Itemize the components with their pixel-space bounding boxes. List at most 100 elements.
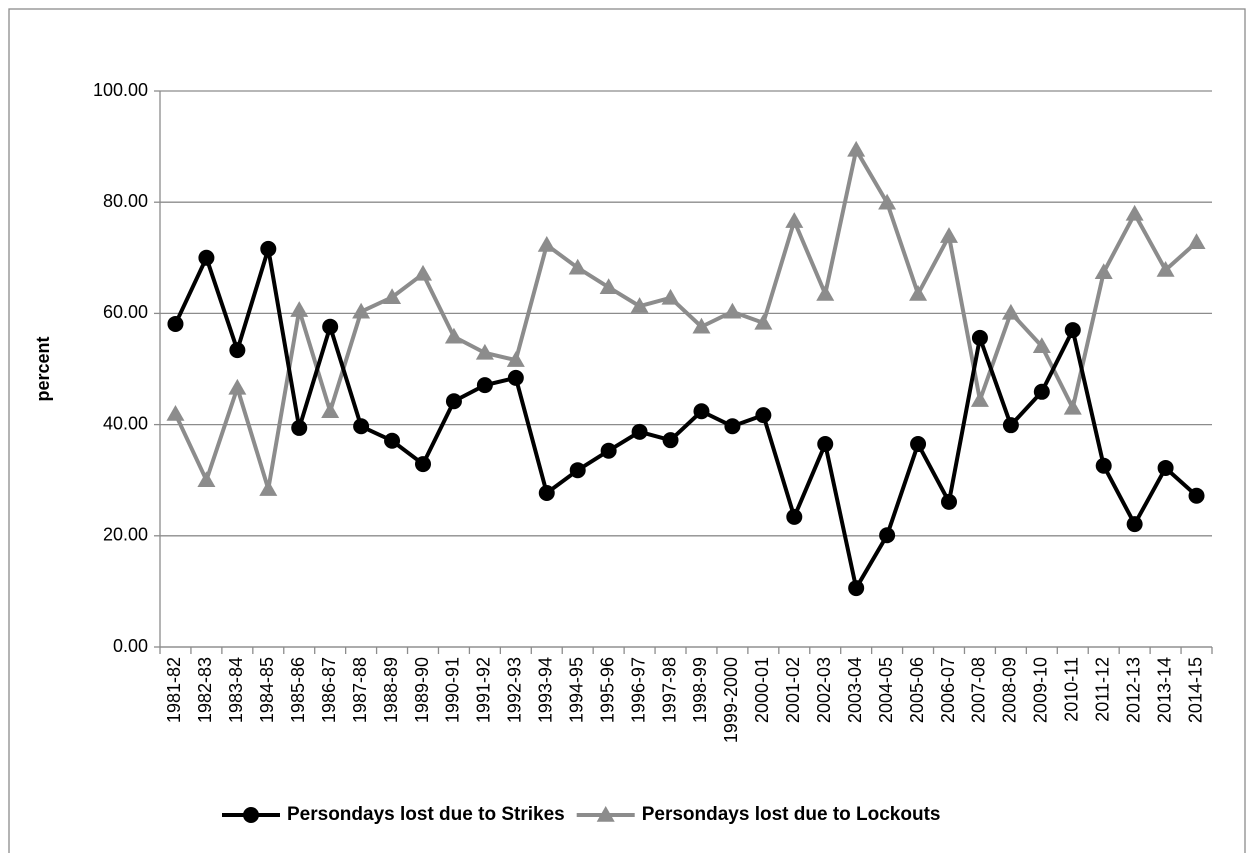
y-tick-label: 0.00	[113, 636, 148, 656]
marker	[260, 240, 277, 257]
marker	[599, 278, 618, 295]
marker	[940, 227, 958, 243]
marker	[1156, 261, 1175, 277]
y-tick-label: 40.00	[103, 413, 148, 433]
marker	[1033, 383, 1050, 400]
x-tick-label: 2008-09	[1000, 657, 1020, 723]
marker	[1001, 303, 1020, 320]
marker	[1126, 516, 1143, 533]
marker	[596, 806, 615, 822]
marker	[970, 391, 989, 407]
x-tick-label: 2009-10	[1031, 657, 1051, 723]
x-tick-label: 2010-11	[1062, 657, 1082, 722]
x-tick-label: 1984-85	[257, 657, 277, 723]
marker	[816, 284, 835, 301]
marker	[228, 378, 247, 395]
marker	[414, 264, 432, 281]
marker	[291, 419, 308, 436]
marker	[167, 315, 184, 332]
x-tick-label: 1983-84	[226, 657, 246, 723]
x-tick-label: 1995-96	[597, 657, 617, 723]
marker	[1002, 417, 1019, 434]
marker	[322, 318, 339, 335]
marker	[537, 236, 556, 252]
x-tick-label: 1989-90	[412, 657, 432, 723]
marker	[600, 442, 617, 459]
marker	[1187, 233, 1206, 249]
x-tick-label: 1991-92	[474, 657, 494, 723]
marker	[755, 407, 772, 424]
marker	[785, 212, 804, 228]
x-tick-label: 1988-89	[381, 657, 401, 723]
marker	[507, 369, 524, 386]
marker	[475, 343, 494, 360]
marker	[693, 403, 710, 420]
x-tick-label: 1992-93	[505, 657, 525, 723]
marker	[415, 456, 431, 473]
y-tick-label: 20.00	[103, 525, 148, 545]
marker	[243, 807, 259, 823]
y-tick-label: 100.00	[93, 80, 148, 100]
marker	[662, 432, 679, 449]
x-tick-label: 2000-01	[752, 657, 772, 723]
chart-frame	[8, 8, 1246, 853]
marker	[569, 462, 586, 479]
x-tick-label: 1994-95	[566, 657, 586, 723]
marker	[724, 418, 741, 435]
marker	[1095, 457, 1112, 474]
marker	[538, 484, 555, 501]
marker	[630, 297, 649, 313]
marker	[229, 342, 246, 359]
marker	[290, 301, 309, 317]
x-tick-label: 1999-2000	[721, 657, 741, 743]
y-tick-label: 80.00	[103, 191, 148, 211]
marker	[197, 471, 216, 487]
marker	[166, 405, 185, 421]
marker	[1125, 204, 1144, 221]
x-tick-label: 1981-82	[164, 657, 184, 723]
marker	[1188, 487, 1205, 504]
y-tick-label: 60.00	[103, 302, 148, 322]
x-tick-label: 1997-98	[659, 657, 679, 723]
marker	[754, 313, 773, 330]
marker	[847, 140, 866, 157]
x-tick-label: 2006-07	[938, 657, 958, 723]
marker	[476, 377, 493, 394]
x-tick-label: 2012-13	[1123, 657, 1143, 723]
marker	[817, 436, 834, 453]
x-tick-label: 1985-86	[288, 657, 308, 723]
marker	[506, 351, 525, 367]
series-line	[173, 246, 1198, 591]
marker	[909, 284, 928, 301]
x-tick-label: 2004-05	[876, 657, 896, 723]
marker	[1032, 337, 1051, 353]
marker	[383, 288, 402, 305]
marker	[568, 258, 587, 275]
x-tick-label: 1990-91	[443, 657, 463, 723]
x-tick-label: 1996-97	[628, 657, 648, 723]
x-tick-label: 1986-87	[319, 657, 339, 723]
marker	[321, 402, 340, 419]
marker	[848, 580, 865, 597]
x-tick-label: 2014-15	[1185, 657, 1205, 723]
x-tick-label: 2011-12	[1092, 657, 1112, 722]
x-tick-label: 2002-03	[814, 657, 834, 723]
x-tick-label: 2003-04	[845, 657, 865, 723]
series-line	[173, 147, 1198, 492]
legend-label: Persondays lost due to Strikes	[287, 804, 565, 825]
marker	[910, 436, 927, 453]
legend-label: Persondays lost due to Lockouts	[642, 804, 941, 825]
marker	[259, 480, 278, 496]
x-tick-label: 1998-99	[690, 657, 710, 723]
x-tick-label: 2005-06	[907, 657, 927, 723]
x-tick-label: 1987-88	[350, 657, 370, 723]
marker	[1064, 322, 1081, 339]
marker	[1157, 459, 1174, 476]
marker	[444, 327, 463, 344]
x-tick-label: 2001-02	[783, 657, 803, 723]
marker	[198, 249, 215, 266]
x-tick-label: 1993-94	[536, 657, 556, 723]
x-tick-label: 1982-83	[195, 657, 215, 723]
